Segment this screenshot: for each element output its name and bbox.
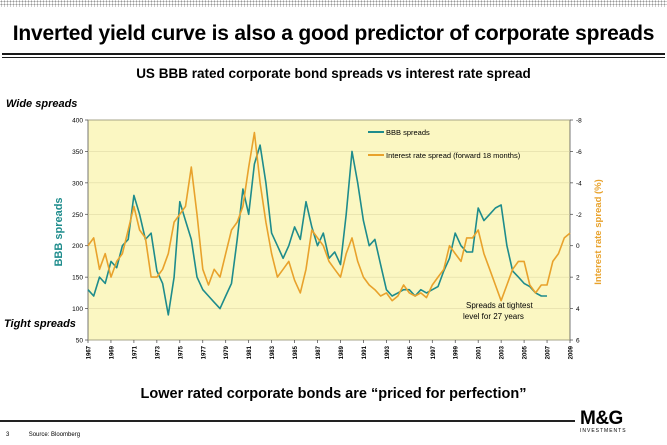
footer-statement: Lower rated corporate bonds are “priced …: [140, 386, 527, 402]
chart-annotation: Spreads at tightest level for 27 years: [463, 301, 535, 321]
y-tick-label-left: 150: [72, 275, 83, 282]
tight-spreads-label: Tight spreads: [4, 318, 76, 330]
y-tick-label-left: 250: [72, 212, 83, 219]
x-tick-label: 1975: [178, 345, 184, 359]
y-tick-label-right: -2: [576, 212, 582, 219]
x-tick-label: 1985: [293, 345, 299, 359]
x-tick-label: 1993: [385, 345, 391, 359]
y-tick-label-left: 100: [72, 306, 83, 313]
source-text: Source: Bloomberg: [28, 432, 81, 438]
y-tick-label-left: 400: [72, 118, 83, 125]
series-line-bbb-spreads: [87, 144, 547, 316]
x-tick-label: 1977: [201, 345, 207, 359]
y-tick-label-right: 0: [576, 243, 580, 250]
mg-logo: M&G INVESTMENTS: [580, 409, 635, 435]
chart-subtitle: US BBB rated corporate bond spreads vs i…: [136, 66, 531, 81]
page-title: Inverted yield curve is also a good pred…: [12, 22, 655, 45]
x-tick-label: 2009: [569, 345, 575, 359]
y-tick-label-right: -6: [576, 149, 582, 156]
plot-area: [87, 119, 571, 341]
title-rule-thin: [2, 57, 665, 58]
footer-rule: [0, 420, 575, 422]
x-tick-label: 1999: [454, 345, 460, 359]
x-tick-label: 1971: [132, 345, 138, 359]
logo-subtext: INVESTMENTS: [580, 428, 627, 434]
title-rule: [2, 53, 665, 55]
x-tick-label: 1997: [431, 345, 437, 359]
x-tick-label: 1987: [316, 345, 322, 359]
y-axis-label-right: Interest rate spread (%): [593, 179, 604, 285]
x-tick-label: 2007: [546, 345, 552, 359]
legend-label-bbb-spreads: BBB spreads: [386, 128, 430, 137]
y-tick-label-left: 300: [72, 180, 83, 187]
x-tick-label: 1983: [270, 345, 276, 359]
x-tick-label: 1969: [109, 345, 115, 359]
logo-text: M&G: [580, 408, 623, 429]
y-axis-label-left: BBB spreads: [53, 197, 65, 266]
x-tick-label: 1989: [339, 345, 345, 359]
series-line-interest-rate-spread: [87, 131, 571, 302]
page-number: 3: [6, 432, 10, 438]
x-tick-label: 1991: [362, 345, 368, 359]
y-tick-label-right: 6: [576, 338, 580, 345]
y-tick-label-right: -4: [576, 180, 582, 187]
x-tick-label: 1979: [224, 345, 230, 359]
y-tick-label-right: 4: [576, 306, 580, 313]
y-tick-label-left: 200: [72, 243, 83, 250]
x-tick-label: 2001: [477, 345, 483, 359]
source-note: 3 Source: Bloomberg: [6, 432, 80, 438]
legend-label-interest-rate: Interest rate spread (forward 18 months): [386, 151, 521, 160]
x-tick-label: 1995: [408, 345, 414, 359]
x-tick-label: 1973: [155, 345, 161, 359]
x-tick-label: 1981: [247, 345, 253, 359]
x-tick-label: 1967: [87, 345, 93, 359]
x-tick-label: 2003: [500, 345, 506, 359]
chart-legend: BBB spreads Interest rate spread (forwar…: [368, 128, 521, 160]
y-tick-label-right: 2: [576, 275, 580, 282]
dotted-top-border: [0, 0, 667, 7]
y-tick-label-left: 350: [72, 149, 83, 156]
y-tick-label-right: -8: [576, 118, 582, 125]
y-tick-label-left: 50: [76, 338, 84, 345]
wide-spreads-label: Wide spreads: [6, 98, 78, 110]
x-tick-label: 2005: [523, 345, 529, 359]
